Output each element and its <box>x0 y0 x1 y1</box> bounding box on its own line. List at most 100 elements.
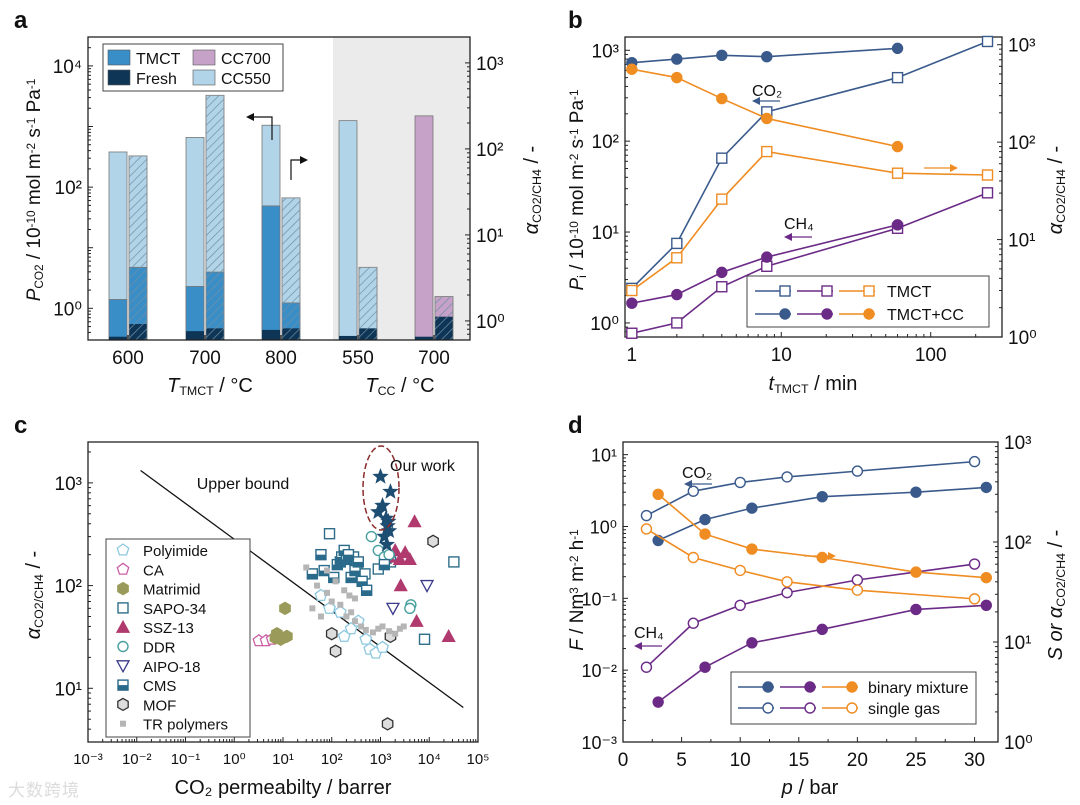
scatter-point <box>382 483 399 499</box>
data-point <box>891 140 904 153</box>
legend-item-3: CC550 <box>221 71 271 88</box>
series-line <box>646 460 975 517</box>
data-point <box>981 187 994 199</box>
label-part: p <box>781 777 793 799</box>
marker-shape <box>761 112 773 125</box>
label-part: m <box>567 566 588 587</box>
label-part: s <box>24 128 45 143</box>
label-part: -2 <box>568 154 581 164</box>
marker-half <box>357 581 368 587</box>
marker-half <box>307 573 318 579</box>
marker-shape <box>117 581 129 596</box>
marker-shape <box>343 613 350 620</box>
legend-item-2: CC700 <box>221 51 271 68</box>
scatter-point <box>369 629 376 636</box>
data-point <box>652 696 664 708</box>
marker-half <box>341 559 352 565</box>
scatter-point <box>306 568 319 580</box>
legend-c: Polyimide CA Matrimid SAPO-34 SSZ-13 DDR AIPO-… <box>105 538 251 738</box>
scatter-point <box>324 567 331 574</box>
label-part: P <box>24 288 45 301</box>
bar-permeance-tmct <box>261 205 281 341</box>
legend-marker <box>115 619 131 633</box>
marker-shape <box>981 169 994 181</box>
marker-shape <box>441 629 456 643</box>
series-0 <box>640 455 981 522</box>
marker-shape <box>716 49 728 62</box>
marker-shape <box>816 490 828 503</box>
marker-half <box>379 564 390 570</box>
legend-marker <box>779 285 791 297</box>
scatter-point <box>378 536 396 552</box>
scatter-point <box>383 548 395 561</box>
data-point <box>980 599 992 611</box>
label-part: -1 <box>568 89 581 99</box>
marker-shape <box>279 601 291 616</box>
scatter-point <box>448 556 460 568</box>
marker-shape <box>746 637 758 649</box>
marker-shape <box>626 297 638 309</box>
marker-shape <box>386 628 393 635</box>
marker-shape <box>346 592 353 599</box>
marker-shape <box>348 609 355 616</box>
x-axis-label: p / bar <box>781 777 839 799</box>
scatter-point <box>346 592 353 599</box>
x-tick-label-1: 700 <box>189 348 221 369</box>
marker-shape <box>402 552 417 566</box>
bar-permeance-fresh <box>262 329 280 340</box>
marker-shape <box>652 488 664 500</box>
scatter-point <box>374 497 391 513</box>
marker-shape <box>716 152 728 164</box>
label-part: 3 <box>568 587 581 594</box>
marker-shape <box>762 681 774 693</box>
x-tick-label: 1 <box>627 345 638 366</box>
label-part: -2 <box>568 556 581 566</box>
marker-shape <box>816 551 828 564</box>
marker-shape <box>352 595 359 602</box>
data-point <box>716 152 728 164</box>
label-part: CO2/CH4 <box>32 574 46 628</box>
marker-shape <box>352 618 359 625</box>
panel-c: 10¹ 10² 10³ 10⁻³ 10⁻² 10⁻¹ 10⁰ 10¹ 10² 10³ 10⁴ 10⁵ C… <box>23 441 490 799</box>
panel-a: 600 700 800 550 70010⁰10²10⁴10⁰10¹10²10³PCO2… <box>24 36 544 398</box>
x-tick-label: 15 <box>788 750 809 771</box>
label-part: mol m <box>24 153 45 210</box>
data-point <box>891 71 904 84</box>
marker-shape <box>687 617 700 629</box>
y-tick-label-right: 10⁰ <box>1004 733 1033 754</box>
scatter-point <box>352 595 359 602</box>
upper-bound-line <box>140 469 464 709</box>
marker-shape <box>981 187 994 199</box>
data-point <box>968 558 981 570</box>
data-point <box>626 327 638 339</box>
marker-shape <box>968 455 981 468</box>
scatter-point <box>343 613 350 620</box>
data-point <box>671 288 683 301</box>
x-tick-label: 10⁵ <box>467 751 490 768</box>
series-2 <box>626 145 994 297</box>
label-part: CO2/CH4 <box>1054 169 1068 223</box>
marker-shape <box>382 483 399 499</box>
marker-shape <box>328 598 335 605</box>
data-point <box>761 112 773 125</box>
y-tick-label-left: 10² <box>592 132 619 153</box>
legend-marker <box>115 660 131 674</box>
scatter-point <box>342 548 355 561</box>
marker-shape <box>116 543 130 556</box>
data-point <box>671 53 683 65</box>
scatter-point <box>376 527 393 544</box>
marker-shape <box>804 681 816 693</box>
legend-item-3: SAPO-34 <box>143 601 206 618</box>
marker-shape <box>374 497 391 513</box>
marker-shape <box>734 564 746 577</box>
marker-shape <box>419 579 435 593</box>
marker-shape <box>781 471 793 483</box>
label-part: / 10 <box>567 238 588 275</box>
y-tick-label-right: 10¹ <box>1004 633 1031 654</box>
scatter-point <box>375 625 382 632</box>
label-part: s <box>567 139 588 154</box>
marker-shape <box>761 50 773 63</box>
x-tick-label-3: 550 <box>342 348 374 369</box>
marker-shape <box>358 623 365 630</box>
data-point <box>626 297 638 309</box>
